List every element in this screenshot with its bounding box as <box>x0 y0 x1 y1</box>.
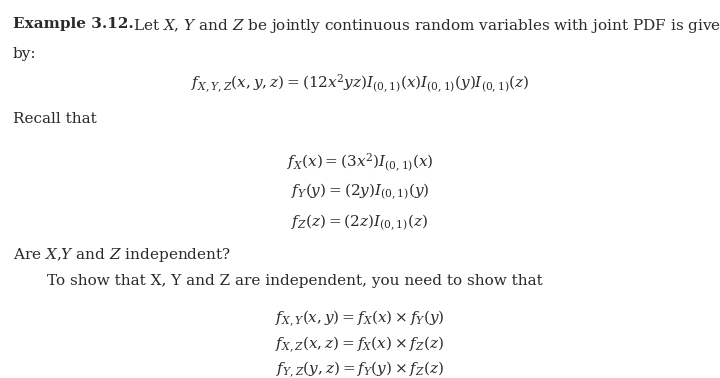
Text: Are $X$,$Y$ and $Z$ independent?: Are $X$,$Y$ and $Z$ independent? <box>13 246 231 264</box>
Text: $f_{X,Y}(x, y) =f_X(x) \times f_Y(y)$: $f_{X,Y}(x, y) =f_X(x) \times f_Y(y)$ <box>275 308 445 328</box>
Text: Let $X$, $Y$ and $Z$ be jointly continuous random variables with joint PDF is gi: Let $X$, $Y$ and $Z$ be jointly continuo… <box>133 17 720 35</box>
Text: $f_{X,Y,Z}(x, y, z) = (12x^2yz)I_{(0,1)}(x)I_{(0,1)}(y)I_{(0,1)}(z)$: $f_{X,Y,Z}(x, y, z) = (12x^2yz)I_{(0,1)}… <box>191 72 529 94</box>
Text: $f_{Y,Z}(y, z) =f_Y(y) \times f_Z(z)$: $f_{Y,Z}(y, z) =f_Y(y) \times f_Z(z)$ <box>276 360 444 378</box>
Text: Example 3.12.: Example 3.12. <box>13 17 134 31</box>
Text: by:: by: <box>13 47 37 61</box>
Text: $f_{X,Z}(x, z) =f_X(x) \times f_Z(z)$: $f_{X,Z}(x, z) =f_X(x) \times f_Z(z)$ <box>276 335 444 355</box>
Text: $f_Y(y) =(2y)I_{(0,1)}(y)$: $f_Y(y) =(2y)I_{(0,1)}(y)$ <box>291 181 429 201</box>
Text: $f_X(x) =(3x^2)I_{(0,1)}(x)$: $f_X(x) =(3x^2)I_{(0,1)}(x)$ <box>287 151 433 173</box>
Text: To show that X, Y and Z are independent, you need to show that: To show that X, Y and Z are independent,… <box>47 274 543 288</box>
Text: $f_Z(z) =(2z)I_{(0,1)}(z)$: $f_Z(z) =(2z)I_{(0,1)}(z)$ <box>292 212 428 232</box>
Text: Recall that: Recall that <box>13 112 96 125</box>
